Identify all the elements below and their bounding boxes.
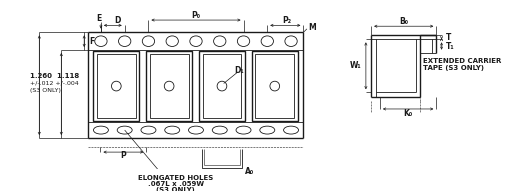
- Ellipse shape: [119, 36, 131, 46]
- Text: T: T: [446, 33, 452, 42]
- Text: E: E: [96, 14, 102, 23]
- Ellipse shape: [117, 126, 132, 134]
- Text: D: D: [114, 16, 120, 25]
- Text: M: M: [308, 23, 315, 32]
- Ellipse shape: [236, 126, 251, 134]
- Ellipse shape: [260, 126, 275, 134]
- Ellipse shape: [237, 36, 250, 46]
- Text: .067L x .059W: .067L x .059W: [148, 181, 204, 187]
- Text: A₀: A₀: [245, 167, 254, 176]
- Bar: [255, 54, 294, 118]
- Ellipse shape: [213, 126, 227, 134]
- Bar: [202, 54, 241, 118]
- Text: K₀: K₀: [403, 109, 413, 118]
- Text: (S3 ONLY): (S3 ONLY): [31, 88, 61, 93]
- Text: +/-.012 +/-.004: +/-.012 +/-.004: [31, 81, 80, 86]
- Text: 1.260  1.118: 1.260 1.118: [31, 73, 80, 79]
- Ellipse shape: [95, 36, 107, 46]
- Ellipse shape: [165, 126, 180, 134]
- Text: P: P: [120, 151, 126, 160]
- Bar: [97, 54, 136, 118]
- Ellipse shape: [189, 126, 204, 134]
- Ellipse shape: [217, 81, 227, 91]
- Text: ELONGATED HOLES: ELONGATED HOLES: [138, 175, 214, 181]
- Text: EXTENDED CARRIER: EXTENDED CARRIER: [423, 58, 501, 64]
- Ellipse shape: [141, 126, 156, 134]
- Bar: [199, 51, 245, 121]
- Text: P₂: P₂: [282, 16, 292, 25]
- Ellipse shape: [111, 81, 121, 91]
- Text: P₀: P₀: [191, 11, 200, 20]
- Bar: [93, 51, 139, 121]
- Text: W₁: W₁: [350, 61, 361, 70]
- Ellipse shape: [261, 36, 273, 46]
- Ellipse shape: [284, 126, 298, 134]
- Ellipse shape: [190, 36, 202, 46]
- Text: (S3 ONLY): (S3 ONLY): [156, 187, 195, 191]
- Text: T₁: T₁: [446, 41, 455, 51]
- Ellipse shape: [166, 36, 179, 46]
- Ellipse shape: [142, 36, 155, 46]
- Bar: [150, 54, 189, 118]
- Text: TAPE (S3 ONLY): TAPE (S3 ONLY): [423, 65, 484, 71]
- Text: F: F: [90, 37, 95, 46]
- Ellipse shape: [270, 81, 280, 91]
- Bar: [146, 51, 192, 121]
- Ellipse shape: [164, 81, 174, 91]
- Text: D₁: D₁: [235, 66, 244, 75]
- Ellipse shape: [214, 36, 226, 46]
- Ellipse shape: [93, 126, 109, 134]
- Bar: [252, 51, 298, 121]
- Text: B₀: B₀: [399, 17, 408, 26]
- Ellipse shape: [285, 36, 297, 46]
